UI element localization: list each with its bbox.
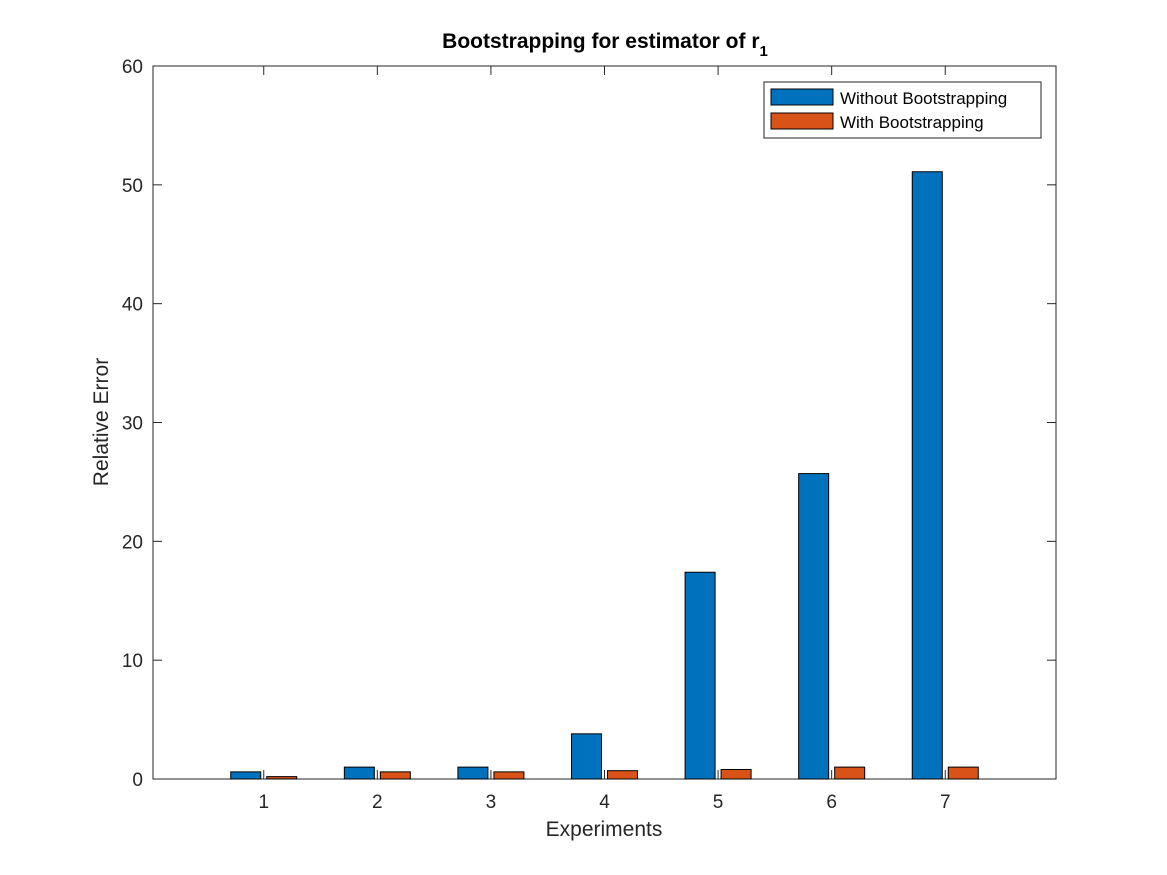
x-tick-label: 4 bbox=[599, 792, 610, 813]
x-tick-label: 1 bbox=[258, 792, 269, 813]
legend-label-with-bootstrapping: With Bootstrapping bbox=[840, 113, 984, 132]
x-tick-label: 7 bbox=[940, 792, 951, 813]
x-tick-label: 5 bbox=[713, 792, 724, 813]
x-axis: 1 2 3 4 5 6 7 bbox=[258, 66, 951, 813]
bar-with-bootstrapping-exp-1 bbox=[266, 776, 298, 780]
x-tick-label: 2 bbox=[372, 792, 383, 813]
bar-with-bootstrapping-exp-4 bbox=[607, 770, 638, 780]
y-axis: 0 10 20 30 40 50 60 bbox=[122, 57, 1056, 791]
legend-swatch-without-bootstrapping bbox=[770, 88, 834, 106]
y-tick-label: 50 bbox=[122, 176, 143, 197]
x-tick-label: 6 bbox=[826, 792, 837, 813]
y-tick-label: 30 bbox=[122, 414, 143, 435]
y-tick-label: 0 bbox=[132, 770, 143, 791]
title-subscript: 1 bbox=[760, 43, 768, 60]
y-tick-label: 60 bbox=[122, 57, 143, 78]
x-axis-label: Experiments bbox=[546, 818, 663, 841]
legend-label-without-bootstrapping: Without Bootstrapping bbox=[840, 89, 1007, 108]
bar-without-bootstrapping-exp-7 bbox=[911, 171, 943, 780]
bar-without-bootstrapping-exp-5 bbox=[684, 571, 716, 780]
bars bbox=[230, 171, 979, 780]
bar-with-bootstrapping-exp-2 bbox=[379, 771, 411, 780]
y-axis-label: Relative Error bbox=[90, 358, 113, 486]
bar-without-bootstrapping-exp-6 bbox=[798, 473, 830, 780]
plot-area bbox=[152, 65, 1057, 780]
bar-without-bootstrapping-exp-2 bbox=[343, 766, 375, 780]
bar-with-bootstrapping-exp-7 bbox=[947, 766, 979, 780]
bar-without-bootstrapping-exp-1 bbox=[230, 771, 262, 780]
y-tick-label: 40 bbox=[122, 295, 143, 316]
bar-without-bootstrapping-exp-4 bbox=[571, 733, 602, 780]
y-tick-label: 10 bbox=[122, 651, 143, 672]
chart-title: Bootstrapping for estimator of r1 bbox=[442, 30, 768, 60]
legend: Without Bootstrapping With Bootstrapping bbox=[763, 81, 1042, 139]
y-tick-label: 20 bbox=[122, 532, 143, 553]
bar-with-bootstrapping-exp-5 bbox=[720, 768, 752, 780]
bar-without-bootstrapping-exp-3 bbox=[457, 766, 489, 780]
bar-with-bootstrapping-exp-3 bbox=[493, 771, 525, 780]
x-tick-label: 3 bbox=[486, 792, 497, 813]
legend-swatch-with-bootstrapping bbox=[770, 112, 834, 130]
bar-with-bootstrapping-exp-6 bbox=[834, 766, 866, 780]
title-main: Bootstrapping for estimator of r bbox=[442, 30, 759, 53]
